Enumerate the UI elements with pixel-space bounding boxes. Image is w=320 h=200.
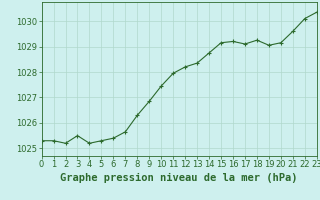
X-axis label: Graphe pression niveau de la mer (hPa): Graphe pression niveau de la mer (hPa): [60, 173, 298, 183]
